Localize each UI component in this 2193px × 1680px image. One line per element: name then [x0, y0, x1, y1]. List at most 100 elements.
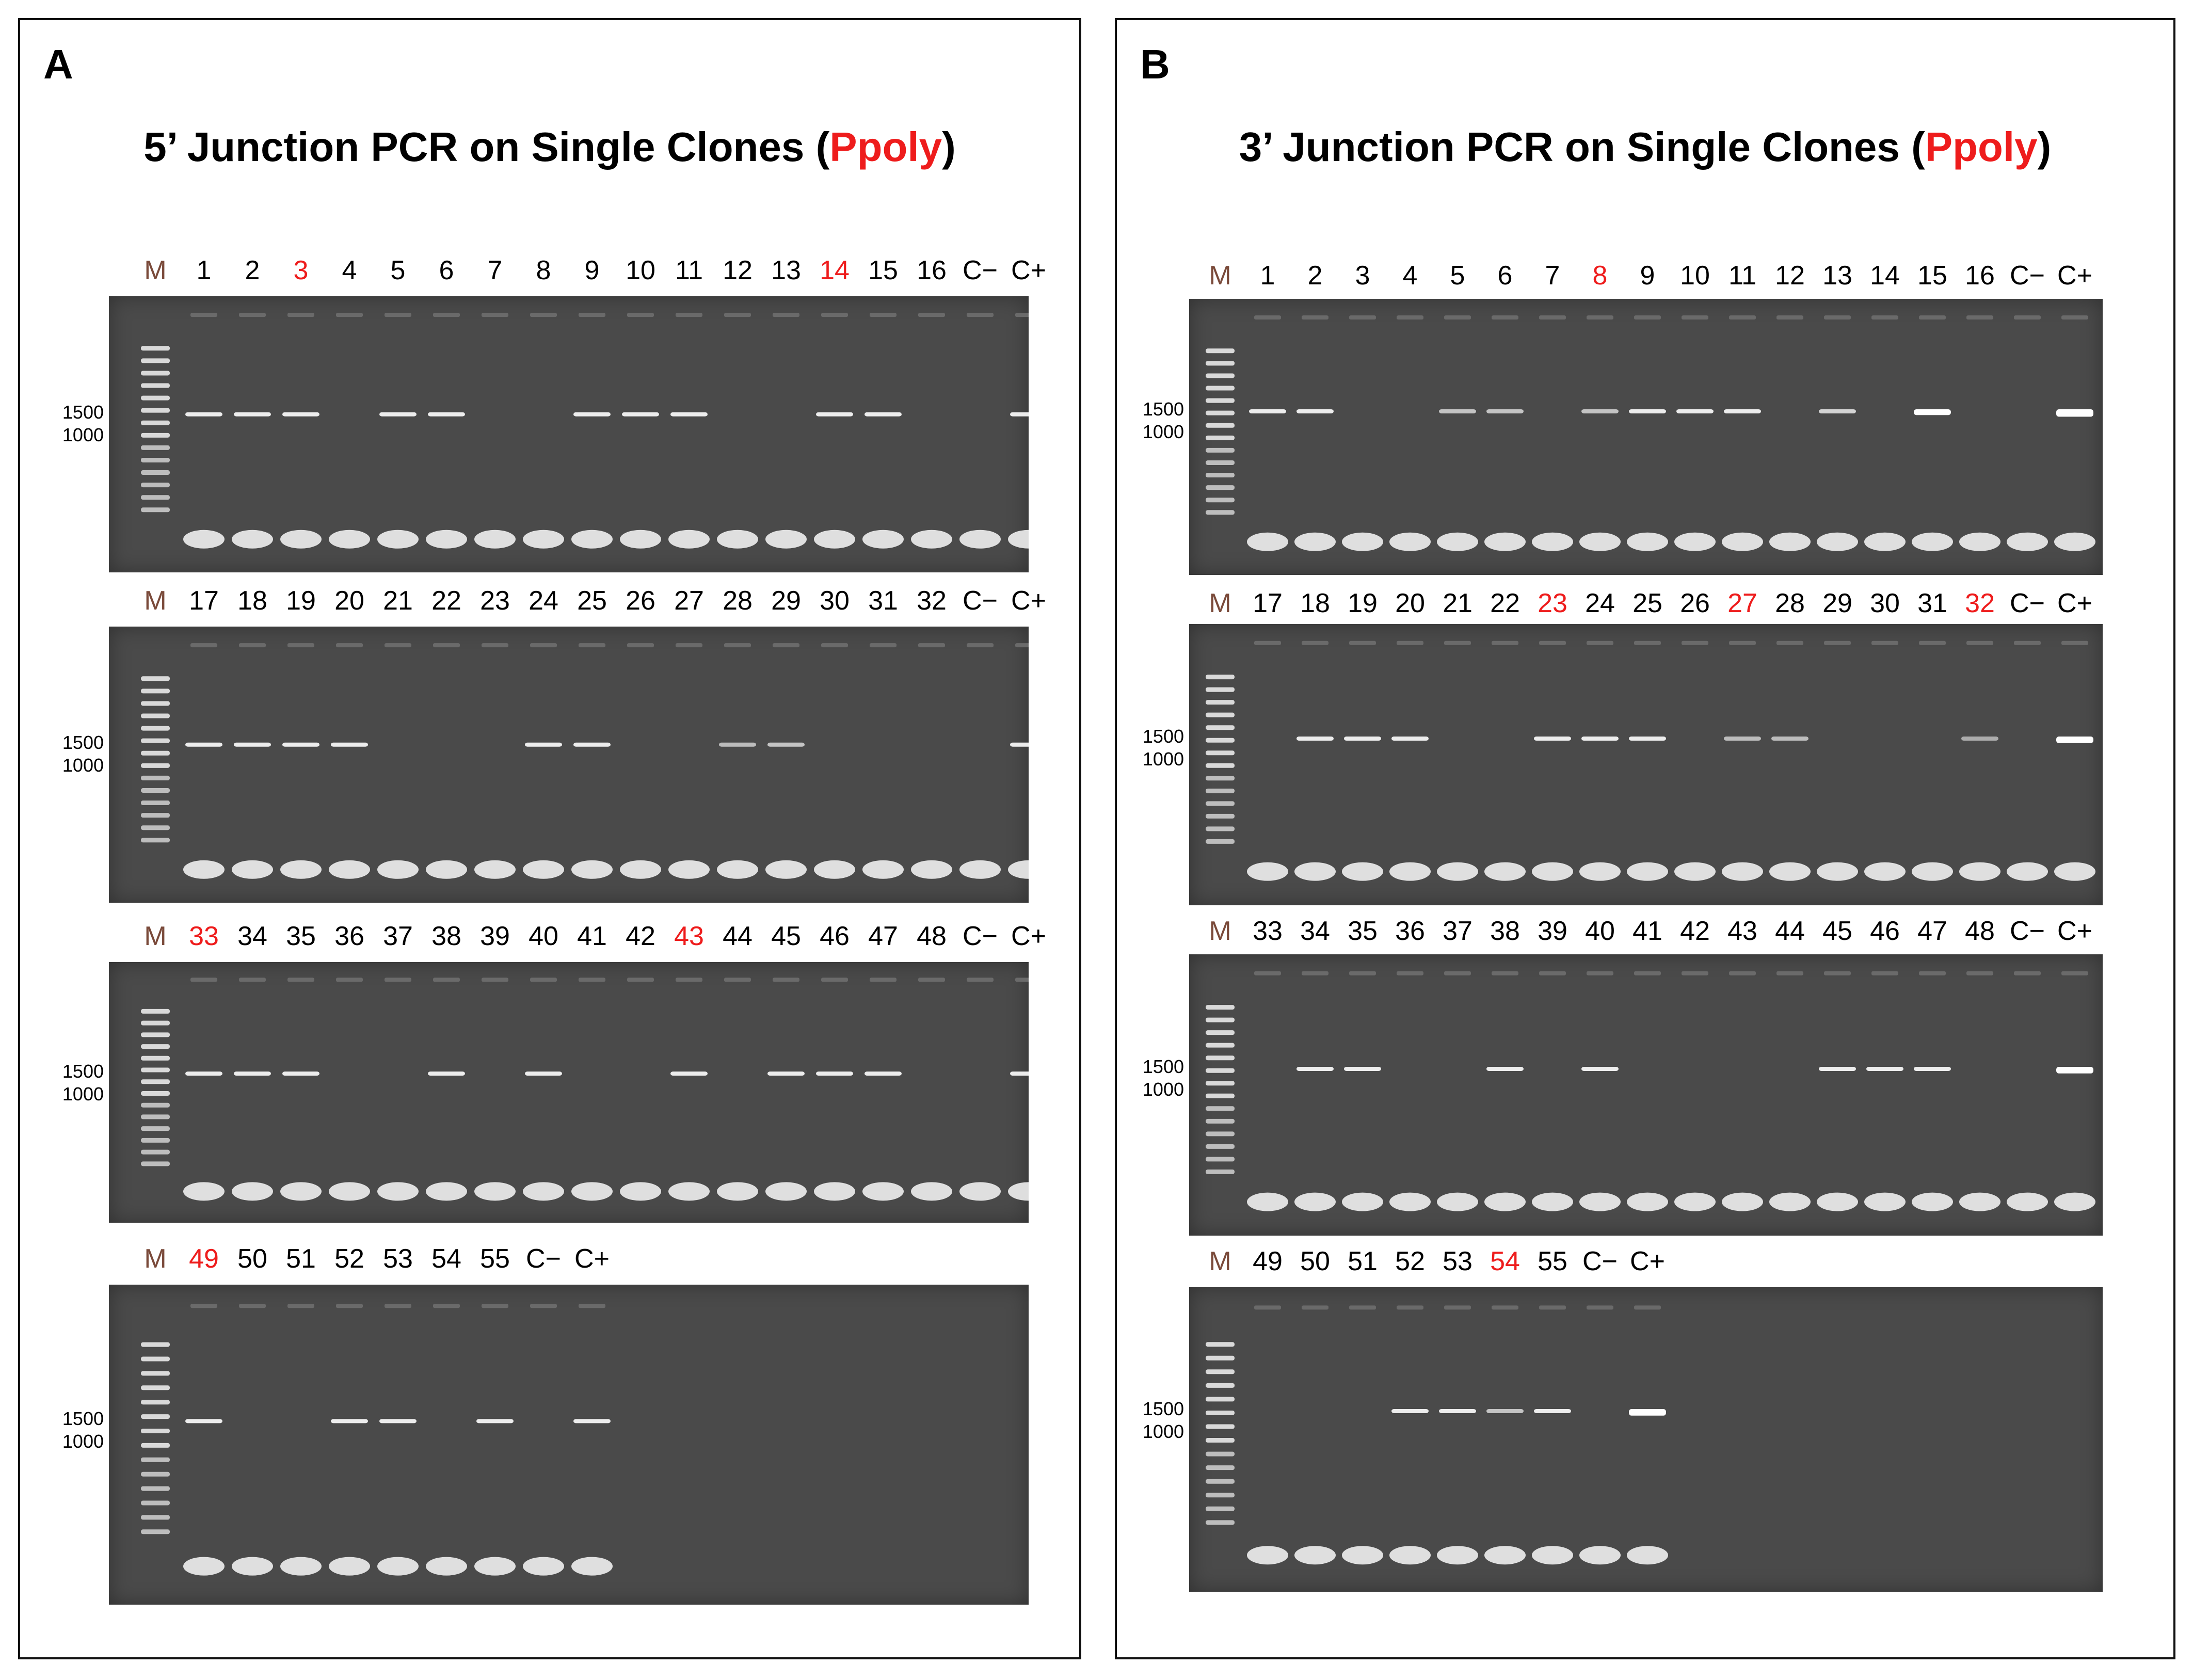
product-band [185, 412, 222, 417]
ladder-band [141, 1371, 170, 1376]
gel-svg [141, 1304, 613, 1576]
primer-band [280, 530, 322, 549]
ladder-band [141, 1009, 170, 1014]
lane-label: 32 [917, 586, 947, 616]
primer-band [2054, 532, 2095, 551]
lane-label-row: M 17 18 19 20 21 22 23 24 25 26 27 28 29 30 31 32 C− C+ [1189, 583, 2103, 624]
ladder-band [141, 346, 170, 351]
product-band [1344, 737, 1381, 741]
well [579, 313, 605, 317]
well [1444, 641, 1471, 645]
well [1539, 971, 1566, 975]
well [1302, 971, 1328, 975]
ladder-band [1206, 1369, 1235, 1374]
gel-svg [1206, 315, 2095, 551]
lane-label: 38 [431, 921, 461, 951]
well [870, 643, 897, 648]
primer-band [1959, 532, 2000, 551]
lane-label: 1 [196, 255, 212, 285]
well [724, 313, 751, 317]
ladder-band [1206, 750, 1235, 756]
ladder-band [1206, 447, 1235, 453]
ladder-band [141, 1400, 170, 1405]
lane-label: 22 [1490, 588, 1520, 618]
lane-label: 20 [1395, 588, 1425, 618]
primer-band [1959, 1192, 2000, 1211]
primer-band [232, 860, 273, 879]
ladder-band [1206, 1493, 1235, 1498]
well [530, 1304, 557, 1308]
ladder-band [1206, 1169, 1235, 1174]
ladder-band [141, 358, 170, 363]
well [336, 313, 363, 317]
ladder-band [141, 763, 170, 768]
primer-band [232, 1557, 273, 1576]
primer-band [717, 860, 758, 879]
well [579, 643, 605, 648]
lane-label: 17 [1253, 588, 1283, 618]
well [1302, 315, 1328, 320]
product-band [379, 412, 417, 417]
primer-band [1769, 862, 1811, 881]
product-band [1581, 737, 1619, 741]
primer-band [862, 530, 904, 549]
lane-label: C+ [1011, 586, 1046, 616]
lane-label: 28 [1775, 588, 1805, 618]
panel-b: B 3’ Junction PCR on Single Clones (Ppol… [1115, 18, 2175, 1659]
primer-band [1437, 1192, 1478, 1211]
primer-band [523, 1557, 564, 1576]
panel-a: A 5’ Junction PCR on Single Clones (Ppol… [18, 18, 1081, 1659]
well [1254, 641, 1281, 645]
primer-band [1532, 1192, 1573, 1211]
primer-band [426, 860, 467, 879]
panel-title: 5’ Junction PCR on Single Clones (Ppoly) [20, 123, 1079, 171]
primer-band [523, 530, 564, 549]
well [918, 978, 945, 982]
marker-lane-label: M [144, 921, 167, 951]
well [1492, 641, 1518, 645]
well [1015, 313, 1029, 317]
primer-band [1817, 1192, 1858, 1211]
ladder-band [141, 1161, 170, 1166]
product-band [1534, 737, 1571, 741]
well [967, 643, 994, 648]
well [1492, 1305, 1518, 1310]
lane-label: 51 [286, 1244, 316, 1274]
well [967, 978, 994, 982]
lane-label: 19 [1348, 588, 1378, 618]
well [239, 643, 266, 648]
primer-band [620, 860, 661, 879]
product-band [1439, 409, 1476, 413]
ladder-band [141, 395, 170, 401]
gel-svg [1206, 641, 2095, 881]
well [2061, 971, 2088, 975]
size-marker-label: 1500 [1142, 726, 1184, 747]
well [239, 1304, 266, 1308]
primer-band [1532, 532, 1573, 551]
primer-band [571, 530, 613, 549]
lane-label: C+ [2057, 588, 2092, 618]
lane-label: 13 [771, 255, 801, 285]
size-marker-label: 1000 [62, 1431, 104, 1452]
ladder-band [1206, 361, 1235, 366]
ladder-band [141, 825, 170, 830]
well [1682, 315, 1708, 320]
primer-band [1437, 862, 1478, 881]
lane-label: 36 [1395, 916, 1425, 946]
ladder-band [1206, 1030, 1235, 1035]
well [1492, 315, 1518, 320]
product-band [331, 1419, 368, 1423]
ladder-band [1206, 1451, 1235, 1457]
ladder-band [1206, 1131, 1235, 1137]
product-band [670, 412, 708, 417]
primer-band [1627, 862, 1668, 881]
product-band [1581, 1067, 1619, 1071]
primer-band [765, 1182, 807, 1201]
product-band [1010, 1071, 1029, 1076]
lane-label: 49 [1253, 1246, 1283, 1276]
ladder-band [141, 457, 170, 462]
primer-band [1579, 862, 1621, 881]
primer-band [523, 860, 564, 879]
lane-label: 5 [390, 255, 406, 285]
well [967, 313, 994, 317]
